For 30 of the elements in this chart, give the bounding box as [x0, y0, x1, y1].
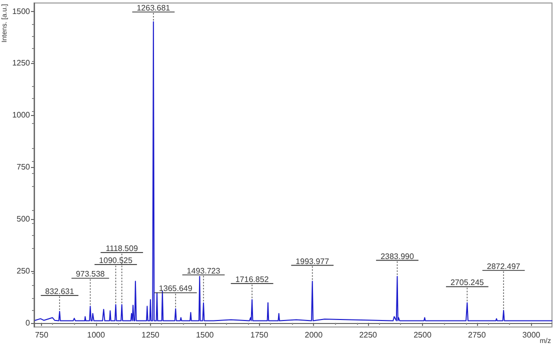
y-tick-label: 0 [26, 318, 31, 328]
x-tick-label: 1750 [250, 330, 269, 340]
annotation: 973.538 [76, 270, 106, 279]
annotation: 1090.525 [99, 256, 133, 266]
x-tick-label: 750 [34, 330, 49, 340]
x-tick-label: 2750 [468, 330, 486, 340]
annotation: 1993.977 [296, 256, 330, 266]
x-tick-label: 1500 [196, 330, 214, 340]
y-tick-label: 1250 [12, 58, 31, 68]
annotation: 1263.681 [136, 4, 171, 12]
y-tick-label: 250 [16, 266, 31, 276]
y-tick-label: 500 [16, 214, 31, 224]
annotation: 2383.990 [380, 252, 414, 261]
x-tick-label: 2000 [304, 330, 324, 340]
y-tick-label: 1500 [12, 6, 31, 16]
x-tick-label: 3000 [522, 330, 541, 340]
y-tick-label: 1000 [12, 110, 31, 120]
annotation: 1365.649 [158, 284, 193, 294]
annotation: 2872.497 [486, 262, 521, 271]
annotation: 832.631 [45, 286, 75, 296]
x-tick-label: 1250 [142, 330, 160, 340]
x-tick-label: 2250 [359, 330, 378, 340]
annotation: 1493.723 [186, 266, 221, 276]
annotation: 1118.509 [106, 244, 138, 254]
line-series [34, 21, 552, 322]
x-tick-label: 2500 [414, 330, 432, 340]
y-tick-label: 750 [16, 162, 31, 172]
x-tick-label: 1000 [87, 330, 106, 340]
annotation: 2705.245 [450, 278, 484, 288]
annotation: 1716.852 [235, 275, 270, 284]
